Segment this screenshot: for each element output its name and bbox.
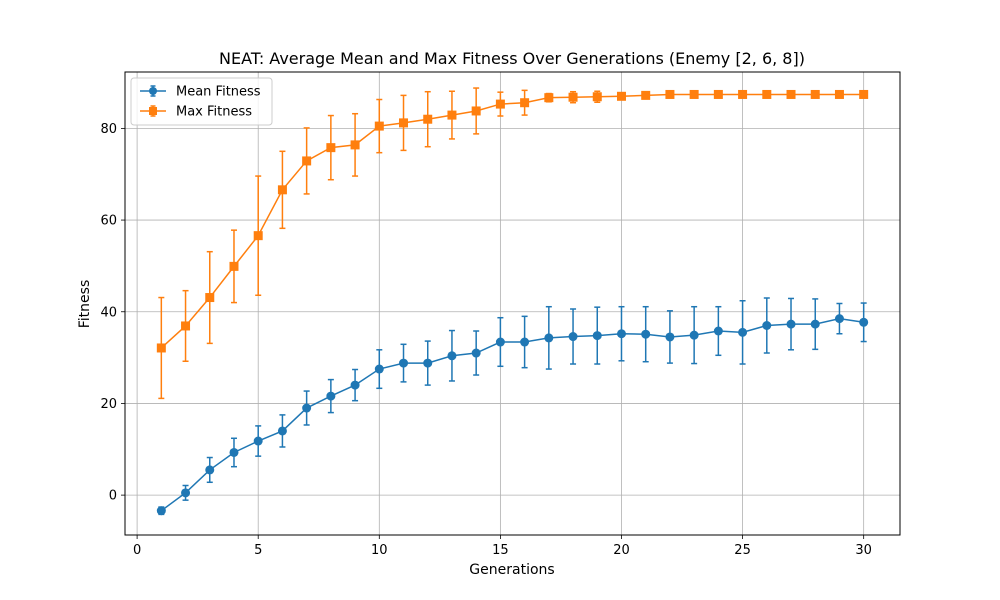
y-axis-label: Fitness xyxy=(77,280,93,329)
mean-fitness-point xyxy=(229,447,239,457)
mean-fitness-point xyxy=(156,506,166,516)
max-fitness-point xyxy=(156,343,166,353)
legend-item-max-fitness: Max Fitness xyxy=(140,105,252,120)
max-fitness-point xyxy=(786,89,796,99)
legend-label: Mean Fitness xyxy=(176,85,261,100)
max-fitness-point xyxy=(181,321,191,331)
y-tick-label: 80 xyxy=(100,122,117,137)
x-tick-label: 0 xyxy=(133,543,141,558)
max-fitness-point xyxy=(689,89,699,99)
mean-fitness-point xyxy=(374,364,384,374)
plot-area-frame xyxy=(124,71,901,536)
max-fitness-point xyxy=(253,231,263,241)
mean-fitness-point xyxy=(568,332,578,342)
mean-fitness-point xyxy=(399,358,409,368)
ticks: 0 5 10 15 20 25 30 0 20 40 60 80 xyxy=(100,122,871,558)
y-tick-label: 60 xyxy=(100,214,117,229)
mean-fitness-point xyxy=(302,403,312,413)
max-fitness-point xyxy=(713,89,723,99)
x-tick-label: 25 xyxy=(734,543,751,558)
mean-fitness-point xyxy=(520,337,530,347)
max-fitness-point xyxy=(471,106,481,116)
y-tick-label: 20 xyxy=(100,397,117,412)
max-fitness-point xyxy=(568,92,578,102)
x-axis-label: Generations xyxy=(469,562,554,578)
series-mean-fitness xyxy=(156,297,869,516)
legend-marker xyxy=(149,87,157,95)
max-fitness-point xyxy=(374,121,384,131)
mean-fitness-point xyxy=(423,358,433,368)
mean-fitness-point xyxy=(277,426,287,436)
max-fitness-point xyxy=(738,89,748,99)
legend-marker xyxy=(149,107,157,115)
max-fitness-point xyxy=(544,93,554,103)
mean-fitness-point xyxy=(471,348,481,358)
legend-item-mean-fitness: Mean Fitness xyxy=(140,85,261,100)
max-fitness-point xyxy=(277,185,287,195)
mean-fitness-point xyxy=(810,319,820,329)
y-tick-label: 0 xyxy=(109,489,117,504)
max-fitness-point xyxy=(350,140,360,150)
max-fitness-point xyxy=(229,261,239,271)
mean-fitness-point xyxy=(713,326,723,336)
max-fitness-point xyxy=(762,89,772,99)
mean-fitness-point xyxy=(689,330,699,340)
mean-fitness-point xyxy=(641,329,651,339)
max-fitness-point xyxy=(834,89,844,99)
max-fitness-point xyxy=(592,92,602,102)
max-fitness-point xyxy=(859,89,869,99)
mean-fitness-point xyxy=(326,391,336,401)
x-tick-label: 30 xyxy=(855,543,872,558)
mean-fitness-point xyxy=(616,329,626,339)
x-tick-label: 5 xyxy=(254,543,262,558)
max-fitness-point xyxy=(447,110,457,120)
mean-fitness-point xyxy=(762,321,772,331)
mean-fitness-point xyxy=(738,327,748,337)
mean-fitness-point xyxy=(181,488,191,498)
series-max-fitness xyxy=(156,87,869,400)
x-tick-label: 20 xyxy=(613,543,630,558)
mean-fitness-point xyxy=(859,317,869,327)
max-fitness-point xyxy=(616,91,626,101)
mean-fitness-point xyxy=(665,332,675,342)
max-fitness-point xyxy=(423,114,433,124)
mean-fitness-point xyxy=(834,314,844,324)
mean-fitness-point xyxy=(205,465,215,475)
x-tick-label: 15 xyxy=(492,543,509,558)
mean-fitness-point xyxy=(447,351,457,361)
mean-fitness-point xyxy=(544,333,554,343)
mean-fitness-point xyxy=(786,319,796,329)
y-tick-label: 40 xyxy=(100,305,117,320)
mean-fitness-point xyxy=(592,331,602,341)
mean-fitness-point xyxy=(495,337,505,347)
max-fitness-point xyxy=(205,293,215,303)
legend: Mean Fitness Max Fitness xyxy=(130,77,273,126)
max-fitness-point xyxy=(665,89,675,99)
series-layer xyxy=(156,87,869,516)
max-fitness-point xyxy=(810,89,820,99)
legend-box xyxy=(130,77,273,126)
max-fitness-point xyxy=(641,90,651,100)
max-fitness-point xyxy=(399,118,409,128)
max-fitness-point xyxy=(495,99,505,109)
max-fitness-point xyxy=(302,156,312,166)
legend-label: Max Fitness xyxy=(176,105,252,120)
mean-fitness-point xyxy=(350,380,360,390)
mean-fitness-point xyxy=(253,436,263,446)
x-tick-label: 10 xyxy=(371,543,388,558)
max-fitness-point xyxy=(520,98,530,108)
chart-title: NEAT: Average Mean and Max Fitness Over … xyxy=(219,49,805,68)
max-fitness-point xyxy=(326,143,336,153)
